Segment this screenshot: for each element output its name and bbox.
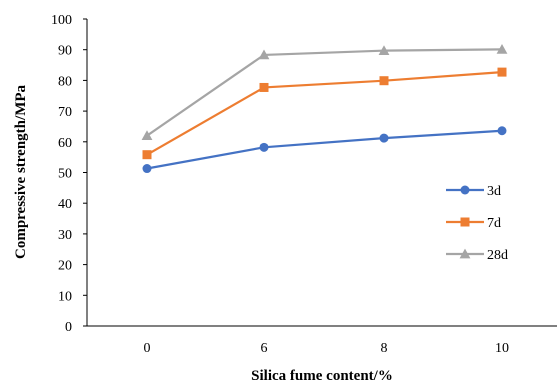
series-line-7d: [146, 71, 503, 156]
legend-entry-28d: 28d: [446, 248, 508, 263]
y-tick-label: 80: [58, 74, 72, 89]
x-tick-label: 6: [261, 341, 268, 356]
series-3d: [142, 126, 507, 174]
axes: [86, 19, 557, 327]
y-tick-label: 70: [58, 105, 72, 120]
x-tick-label: 0: [144, 341, 151, 356]
data-point-3d: [497, 126, 507, 136]
y-tick-label: 10: [58, 289, 72, 304]
y-tick-label: 50: [58, 167, 72, 182]
data-point-28d: [378, 45, 390, 55]
legend-marker: [460, 217, 470, 227]
legend-label: 28d: [487, 248, 508, 263]
y-axis-ticks: 0 10 20 30 40 50 60 70 80 90 100: [51, 13, 87, 335]
y-tick-label: 40: [58, 197, 72, 212]
y-tick-label: 90: [58, 44, 72, 59]
data-point-7d: [142, 150, 152, 160]
y-tick-label: 0: [65, 320, 72, 335]
data-point-3d: [259, 142, 269, 152]
legend-label: 7d: [487, 216, 501, 231]
data-point-3d: [142, 164, 152, 174]
y-tick-label: 100: [51, 13, 72, 28]
x-tick-label: 8: [381, 341, 388, 356]
data-point-28d: [258, 49, 270, 60]
series-28d: [141, 43, 508, 140]
x-axis-title: Silica fume content/%: [251, 368, 393, 384]
data-point-28d: [141, 130, 153, 140]
series-7d: [142, 67, 507, 160]
data-point-7d: [379, 76, 389, 86]
series-lines: [141, 43, 508, 174]
data-point-7d: [259, 82, 269, 92]
series-line-28d: [146, 48, 503, 137]
data-point-3d: [379, 133, 389, 143]
legend-entry-3d: 3d: [446, 184, 501, 199]
y-tick-label: 20: [58, 259, 72, 274]
x-tick-label: 10: [495, 341, 509, 356]
legend: 3d 7d 28d: [446, 184, 508, 263]
data-point-7d: [497, 67, 507, 77]
data-point-28d: [496, 43, 508, 54]
legend-label: 3d: [487, 184, 501, 199]
series-line-3d: [146, 129, 503, 170]
legend-entry-7d: 7d: [446, 216, 501, 231]
legend-marker: [460, 185, 470, 195]
x-axis-ticks: 0 6 8 10: [144, 341, 510, 356]
y-tick-label: 30: [58, 228, 72, 243]
y-axis-title: Compressive strength/MPa: [13, 84, 29, 259]
legend-marker: [459, 248, 471, 259]
y-tick-label: 60: [58, 136, 72, 151]
